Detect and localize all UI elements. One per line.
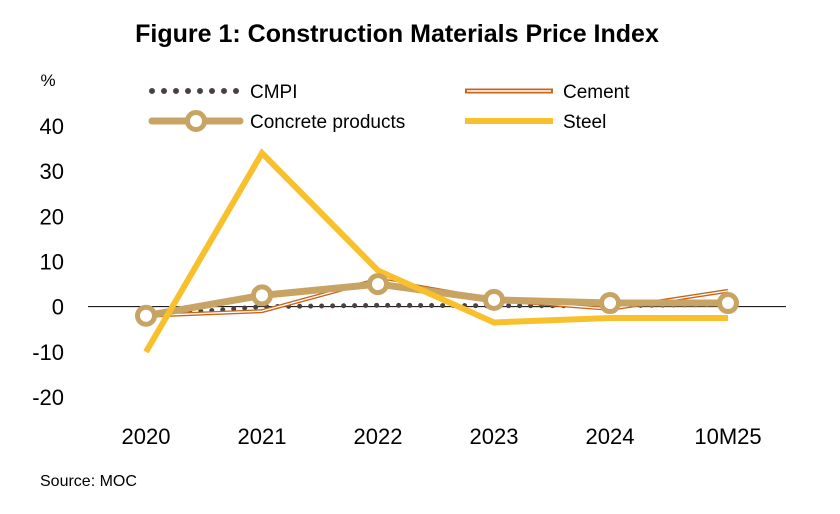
- x-axis: 2020 2021 2022 2023 2024 10M25: [122, 424, 762, 449]
- y-tick-label: 0: [52, 295, 64, 320]
- y-tick-label: 20: [40, 204, 64, 229]
- y-tick-label: -10: [32, 340, 64, 365]
- x-tick-label: 10M25: [694, 424, 761, 449]
- legend-label-steel: Steel: [563, 112, 606, 133]
- legend-label-cement: Cement: [563, 82, 630, 103]
- series-line-steel: [143, 148, 728, 354]
- y-axis: 40 30 20 10 0 -10 -20: [32, 114, 64, 410]
- legend: CMPI Cement Concrete products Steel: [148, 82, 630, 133]
- legend-item-steel: Steel: [465, 112, 606, 133]
- y-axis-unit-label: %: [40, 71, 55, 90]
- plot-area: [135, 148, 739, 354]
- legend-marker-concrete-products: [185, 110, 207, 132]
- source-note: Source: MOC: [40, 473, 137, 490]
- y-tick-label: 30: [40, 159, 64, 184]
- x-tick-label: 2023: [470, 424, 519, 449]
- series-line-concrete-products: [142, 280, 732, 320]
- point-concrete-products-2023: [483, 288, 505, 311]
- legend-item-cement: Cement: [465, 82, 630, 103]
- x-tick-label: 2021: [238, 424, 287, 449]
- x-tick-label: 2022: [354, 424, 403, 449]
- legend-swatch-concrete-products: [148, 110, 244, 132]
- legend-item-cmpi: CMPI: [149, 82, 298, 103]
- legend-label-cmpi: CMPI: [250, 82, 298, 103]
- chart-title: Figure 1: Construction Materials Price I…: [135, 20, 659, 48]
- y-tick-label: 40: [40, 114, 64, 139]
- x-tick-label: 2020: [122, 424, 171, 449]
- point-concrete-products-2020: [135, 304, 157, 327]
- y-tick-label: -20: [32, 385, 64, 410]
- legend-item-concrete-products: Concrete products: [148, 110, 405, 133]
- point-concrete-products-10m25: [717, 292, 739, 315]
- x-tick-label: 2024: [586, 424, 635, 449]
- point-concrete-products-2021: [251, 284, 273, 307]
- legend-label-concrete-products: Concrete products: [250, 112, 405, 133]
- point-concrete-products-2022: [367, 273, 389, 296]
- y-tick-label: 10: [40, 250, 64, 275]
- point-concrete-products-2024: [599, 292, 621, 315]
